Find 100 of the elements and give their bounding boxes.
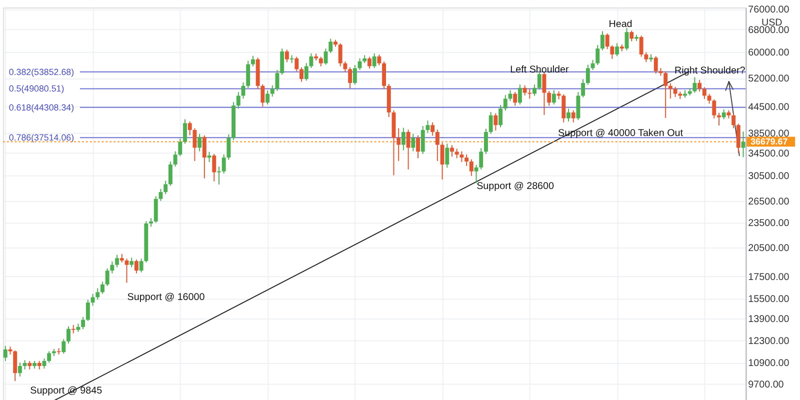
candlestick bbox=[62, 338, 66, 354]
candlestick bbox=[644, 52, 648, 63]
candlestick bbox=[124, 258, 129, 284]
candlestick bbox=[654, 56, 658, 74]
y-tick-label: 44500.00 bbox=[748, 102, 790, 114]
candlestick bbox=[639, 35, 644, 58]
candlestick bbox=[450, 144, 454, 158]
candlestick bbox=[605, 32, 610, 50]
candlestick bbox=[3, 345, 8, 362]
y-tick-label: 20500.00 bbox=[748, 243, 790, 254]
candlestick bbox=[226, 134, 231, 160]
candlestick bbox=[488, 111, 493, 134]
candlestick bbox=[522, 84, 527, 96]
candlestick bbox=[610, 44, 614, 60]
candlestick bbox=[484, 128, 488, 154]
candlestick bbox=[250, 55, 255, 67]
candlestick bbox=[698, 79, 702, 92]
annotation: Head bbox=[608, 19, 632, 30]
candlestick bbox=[236, 92, 240, 110]
y-tick-label: 30500.00 bbox=[748, 170, 790, 182]
y-tick-label: 17500.00 bbox=[748, 272, 790, 283]
candlestick bbox=[168, 161, 172, 186]
candlestick bbox=[328, 38, 333, 54]
candlestick bbox=[47, 350, 52, 364]
candlestick bbox=[110, 260, 114, 274]
ref-line-label: 36679.67 bbox=[750, 136, 788, 147]
candlestick bbox=[154, 196, 158, 224]
candlestick bbox=[96, 288, 100, 300]
candlestick bbox=[300, 66, 304, 82]
annotation: Support @ 16000 bbox=[127, 292, 206, 303]
candlestick bbox=[324, 48, 328, 66]
candlestick bbox=[581, 78, 586, 98]
candlestick bbox=[571, 110, 576, 123]
candlestick bbox=[275, 69, 280, 92]
candlestick bbox=[562, 94, 566, 123]
candlestick bbox=[406, 129, 410, 170]
ref-line-label: 0.786(37514.06) bbox=[8, 132, 74, 143]
candlestick bbox=[100, 281, 104, 294]
candlestick bbox=[188, 120, 192, 136]
candlestick bbox=[178, 138, 182, 157]
candlestick bbox=[352, 64, 357, 86]
y-tick-label: 12300.00 bbox=[748, 336, 790, 348]
candlestick bbox=[664, 70, 668, 118]
candlestick bbox=[460, 150, 464, 163]
candlestick bbox=[426, 120, 430, 134]
candlestick bbox=[212, 153, 216, 182]
candlestick bbox=[479, 148, 484, 170]
candlestick bbox=[513, 92, 518, 106]
candlestick bbox=[13, 350, 18, 382]
candlestick bbox=[377, 54, 382, 66]
candlestick bbox=[183, 118, 187, 144]
candlestick bbox=[338, 42, 342, 67]
ref-line-label: 0.382(53852.68) bbox=[8, 66, 74, 77]
candlestick bbox=[130, 257, 134, 268]
candlestick bbox=[372, 52, 376, 68]
candlestick bbox=[469, 158, 474, 176]
candlestick bbox=[318, 56, 323, 67]
candlestick bbox=[158, 188, 163, 202]
candlestick bbox=[494, 112, 498, 132]
candlestick bbox=[736, 123, 740, 154]
candlestick bbox=[416, 134, 420, 159]
y-tick-label: 15500.00 bbox=[748, 294, 790, 305]
candlestick bbox=[420, 125, 425, 154]
candlestick bbox=[81, 316, 86, 330]
y-tick-label: 10900.00 bbox=[748, 358, 790, 370]
candlestick bbox=[290, 54, 294, 64]
candlestick bbox=[630, 30, 634, 42]
candlestick bbox=[692, 76, 697, 94]
candlestick bbox=[382, 60, 386, 90]
candlestick bbox=[454, 148, 459, 159]
candlestick bbox=[115, 254, 120, 268]
y-tick-label: 13900.00 bbox=[748, 314, 790, 325]
candlestick bbox=[732, 113, 736, 129]
candlestick bbox=[42, 358, 46, 370]
candlestick bbox=[528, 88, 532, 100]
candlestick bbox=[192, 128, 197, 162]
candlestick bbox=[198, 133, 202, 152]
candlestick bbox=[615, 42, 620, 57]
candlestick bbox=[304, 62, 308, 82]
candlestick bbox=[260, 84, 265, 108]
candlestick bbox=[600, 30, 604, 51]
y-tick-label: 34500.00 bbox=[748, 148, 790, 160]
candlestick bbox=[712, 98, 716, 119]
candlestick bbox=[134, 259, 138, 274]
candlestick bbox=[673, 86, 678, 98]
candlestick bbox=[503, 94, 508, 112]
y-tick-label: 52000.00 bbox=[748, 74, 790, 85]
candlestick bbox=[532, 84, 536, 96]
ref-line-label: 0.5(49080.51) bbox=[8, 84, 64, 94]
candlestick bbox=[246, 60, 250, 88]
candlestick bbox=[440, 142, 444, 180]
candlestick bbox=[173, 150, 178, 168]
candlestick bbox=[542, 72, 546, 116]
y-tick-label: 76000.00 bbox=[748, 4, 790, 16]
candlestick bbox=[518, 84, 522, 106]
candlestick bbox=[266, 90, 270, 106]
candlestick bbox=[668, 82, 672, 100]
candlestick bbox=[294, 56, 299, 72]
candlestick bbox=[396, 128, 401, 162]
candlestick bbox=[164, 180, 168, 195]
